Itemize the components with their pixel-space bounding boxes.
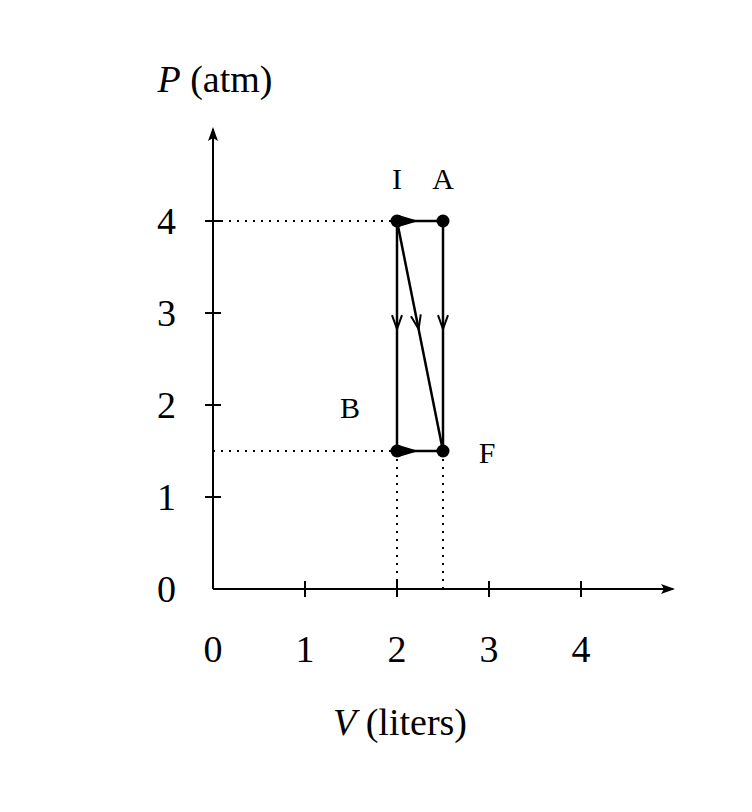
x-tick: [304, 581, 306, 597]
direction-arrow: [438, 315, 448, 329]
x-tick-label: 2: [388, 628, 407, 670]
y-tick: [205, 404, 221, 406]
chart: 0 1 2 3 4 0 1 2 3 4 P (atm) V (liters) IA B F: [0, 0, 752, 812]
y-tick: [205, 496, 221, 498]
x-axis-label: V (liters): [333, 701, 467, 744]
x-axis: [213, 588, 673, 590]
x-tick-label: 4: [572, 628, 591, 670]
process-line: [442, 221, 445, 451]
state-point: [391, 215, 404, 228]
x-tick-label: 0: [204, 628, 223, 670]
paths: [392, 215, 448, 457]
y-axis: [212, 129, 214, 589]
y-axis-label: P (atm): [156, 58, 272, 101]
guide-v: [396, 451, 398, 589]
x-tick: [488, 581, 490, 597]
y-axis-label-unit: (atm): [181, 58, 273, 101]
guide-v: [396, 221, 398, 589]
guide-h: [213, 450, 397, 452]
y-axis-label-symbol: P: [156, 58, 180, 100]
direction-arrow: [392, 315, 402, 329]
y-tick-label: 0: [157, 568, 176, 610]
y-tick-label: 2: [157, 384, 176, 426]
direction-arrow: [411, 314, 421, 329]
y-tick-label: 4: [157, 200, 176, 242]
point-label: A: [432, 162, 454, 195]
x-tick: [580, 581, 582, 597]
y-tick: [205, 312, 221, 314]
process-line: [396, 221, 399, 451]
x-tick: [396, 581, 398, 597]
y-tick-label: 1: [157, 476, 176, 518]
state-point: [391, 445, 404, 458]
point-label: I: [392, 162, 402, 195]
points: [391, 215, 450, 458]
guide-v: [442, 451, 444, 589]
guides: [213, 221, 443, 589]
guide-v: [442, 221, 444, 589]
x-tick-label: 3: [480, 628, 499, 670]
state-point: [437, 215, 450, 228]
point-label: B: [340, 391, 360, 424]
process-line: [397, 221, 443, 451]
y-tick: [205, 220, 221, 222]
x-tick-label: 1: [296, 628, 315, 670]
y-axis-arrow: [208, 127, 218, 141]
state-point: [437, 445, 450, 458]
guide-h: [213, 220, 397, 222]
point-label: F: [479, 436, 496, 469]
x-axis-arrow: [661, 584, 675, 594]
y-tick-label: 3: [157, 292, 176, 334]
x-axis-label-unit: (liters): [356, 701, 467, 744]
